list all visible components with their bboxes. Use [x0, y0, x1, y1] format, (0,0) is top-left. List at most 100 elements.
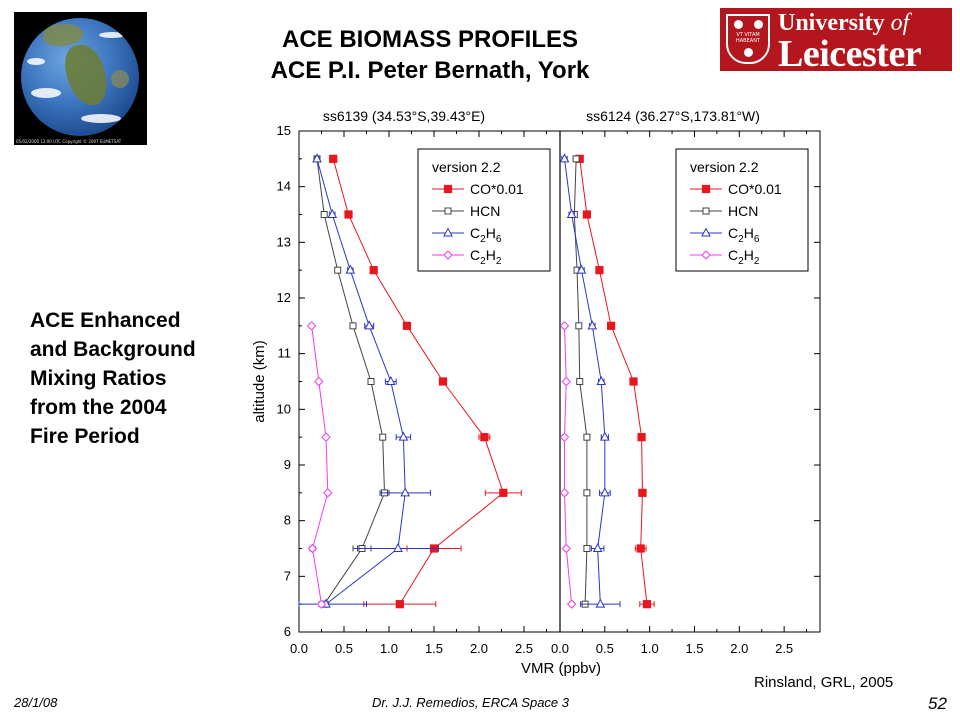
x-tick-label: 1.5: [685, 641, 703, 656]
series-c2h2-panel-1: [306, 321, 333, 609]
crest-motto: VT VITAM HABEANT: [736, 32, 760, 44]
globe-land-madagascar: [111, 70, 129, 88]
x-tick-label: 0.0: [551, 641, 569, 656]
crest-roses-top: [728, 20, 768, 29]
data-point-c2h2: [559, 321, 570, 331]
data-point-c2h6: [312, 153, 322, 163]
y-tick-label: 6: [284, 624, 291, 639]
data-point-hcn: [583, 433, 591, 441]
data-point-co: [638, 488, 647, 497]
data-point-hcn: [702, 207, 710, 215]
series-c2h6-panel-1: [298, 153, 439, 608]
data-point-hcn: [349, 322, 357, 330]
data-point-co: [637, 433, 646, 442]
series-line: [311, 325, 329, 605]
x-tick-label: 1.0: [380, 641, 398, 656]
globe-cloud: [31, 88, 61, 98]
data-point-co: [369, 266, 378, 275]
data-point-c2h2: [306, 321, 317, 331]
x-tick-label: 2.5: [775, 641, 793, 656]
series-c2h6-panel-2: [559, 153, 621, 608]
data-point-c2h2: [559, 432, 570, 442]
y-tick-label: 9: [284, 457, 291, 472]
data-point-c2h6: [364, 320, 375, 330]
data-point-c2h6: [576, 264, 587, 274]
data-point-c2h2: [701, 250, 711, 260]
logo-word-of: of: [890, 10, 910, 36]
data-point-c2h2: [561, 543, 571, 554]
data-point-c2h6: [327, 208, 338, 218]
data-point-c2h6: [592, 542, 603, 552]
rose-icon: [743, 48, 753, 57]
y-tick-label: 10: [277, 401, 291, 416]
x-axis-label: VMR (ppbv): [521, 660, 601, 677]
data-point-c2h6: [587, 320, 598, 330]
x-tick-label: 1.5: [425, 641, 443, 656]
y-tick-label: 7: [284, 568, 291, 583]
title-line-2: ACE P.I. Peter Bernath, York: [270, 57, 590, 84]
data-point-c2h6: [443, 227, 453, 237]
globe-land-europe: [43, 24, 83, 46]
logo-line-1: University of: [778, 10, 909, 37]
data-point-c2h6: [398, 431, 409, 441]
y-axis-label: altitude (km): [251, 340, 268, 423]
data-point-co: [636, 544, 645, 553]
series-c2h2-panel-2: [559, 321, 577, 609]
data-point-co: [329, 154, 338, 163]
data-point-c2h6: [385, 375, 396, 385]
data-point-co: [499, 488, 508, 497]
series-co-panel-1: [329, 154, 522, 609]
side-line: Fire Period: [30, 425, 140, 448]
data-point-c2h6: [596, 375, 607, 385]
data-point-c2h2: [307, 543, 318, 554]
data-point-co: [395, 600, 404, 609]
globe-cloud: [27, 58, 45, 65]
y-tick-label: 11: [278, 346, 292, 361]
earth-globe-image: 05/02/2000 12:00 UTC Copyright © 2007 EU…: [14, 12, 147, 145]
footer-date: 28/1/08: [14, 695, 58, 710]
data-point-c2h6: [599, 431, 610, 441]
data-point-hcn: [572, 155, 580, 163]
x-tick-label: 0.0: [290, 641, 308, 656]
x-tick-label: 0.5: [335, 641, 353, 656]
legend-label: C2H6: [470, 225, 502, 245]
title-line-1: ACE BIOMASS PROFILES: [281, 26, 579, 53]
data-point-c2h6: [345, 264, 356, 274]
logo-word-university: University: [778, 10, 885, 36]
data-point-hcn: [583, 545, 591, 552]
rose-icon: [753, 20, 763, 29]
data-point-c2h2: [316, 599, 327, 609]
data-point-hcn: [583, 489, 591, 497]
crest-roses-bottom: [728, 48, 768, 57]
slide-title: ACE BIOMASS PROFILES ACE P.I. Peter Bern…: [230, 24, 630, 86]
y-tick-label: 13: [277, 234, 291, 249]
data-point-c2h6: [595, 598, 606, 608]
legend-box: [675, 148, 809, 272]
citation: Rinsland, GRL, 2005: [754, 674, 894, 691]
data-point-co: [402, 321, 412, 330]
data-point-hcn: [444, 207, 452, 215]
data-point-hcn: [334, 266, 342, 274]
legend-box: [417, 148, 551, 272]
x-tick-label: 2.5: [515, 641, 533, 656]
x-tick-label: 2.0: [470, 641, 488, 656]
globe-sphere: [21, 18, 139, 136]
data-point-c2h2: [443, 250, 453, 260]
university-logo: VT VITAM HABEANT University of Leicester: [720, 8, 952, 75]
data-point-co: [344, 210, 353, 219]
data-point-hcn: [576, 378, 584, 385]
y-tick-label: 15: [277, 123, 291, 138]
globe-cloud: [99, 32, 125, 38]
data-point-c2h6: [701, 227, 711, 237]
y-tick-label: 12: [277, 290, 291, 305]
data-point-hcn: [379, 433, 387, 441]
rose-icon: [733, 20, 743, 29]
data-point-c2h2: [314, 376, 324, 387]
x-tick-label: 2.0: [730, 641, 748, 656]
data-point-hcn: [367, 378, 375, 385]
logo-line-2: Leicester: [778, 33, 922, 75]
data-point-c2h6: [400, 487, 411, 497]
